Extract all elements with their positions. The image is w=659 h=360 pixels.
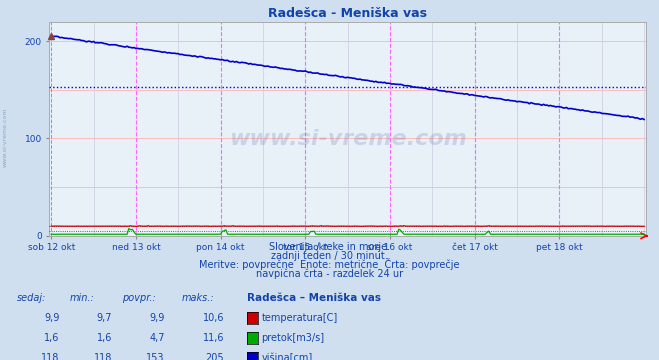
Text: višina[cm]: višina[cm] xyxy=(262,353,313,360)
Text: sedaj:: sedaj: xyxy=(16,293,46,303)
Text: 153: 153 xyxy=(146,353,165,360)
Text: pretok[m3/s]: pretok[m3/s] xyxy=(262,333,325,343)
Text: 1,6: 1,6 xyxy=(44,333,59,343)
Text: Radešca – Meniška vas: Radešca – Meniška vas xyxy=(247,293,381,303)
Text: 4,7: 4,7 xyxy=(149,333,165,343)
Text: 9,9: 9,9 xyxy=(150,313,165,323)
Text: min.:: min.: xyxy=(69,293,94,303)
Text: Slovenija / reke in morje.: Slovenija / reke in morje. xyxy=(269,242,390,252)
Text: maks.:: maks.: xyxy=(181,293,214,303)
Text: www.si-vreme.com: www.si-vreme.com xyxy=(3,107,8,167)
Text: www.si-vreme.com: www.si-vreme.com xyxy=(229,129,467,149)
Text: 205: 205 xyxy=(206,353,224,360)
Text: povpr.:: povpr.: xyxy=(122,293,156,303)
Text: 118: 118 xyxy=(41,353,59,360)
Text: 9,9: 9,9 xyxy=(44,313,59,323)
Text: 118: 118 xyxy=(94,353,112,360)
Text: Meritve: povprečne  Enote: metrične  Črta: povprečje: Meritve: povprečne Enote: metrične Črta:… xyxy=(199,258,460,270)
Text: 1,6: 1,6 xyxy=(97,333,112,343)
Text: navpična črta - razdelek 24 ur: navpična črta - razdelek 24 ur xyxy=(256,269,403,279)
Text: 10,6: 10,6 xyxy=(202,313,224,323)
Text: temperatura[C]: temperatura[C] xyxy=(262,313,338,323)
Text: 11,6: 11,6 xyxy=(202,333,224,343)
Text: zadnji teden / 30 minut.: zadnji teden / 30 minut. xyxy=(271,251,388,261)
Title: Radešca - Meniška vas: Radešca - Meniška vas xyxy=(268,8,427,21)
Text: 9,7: 9,7 xyxy=(96,313,112,323)
